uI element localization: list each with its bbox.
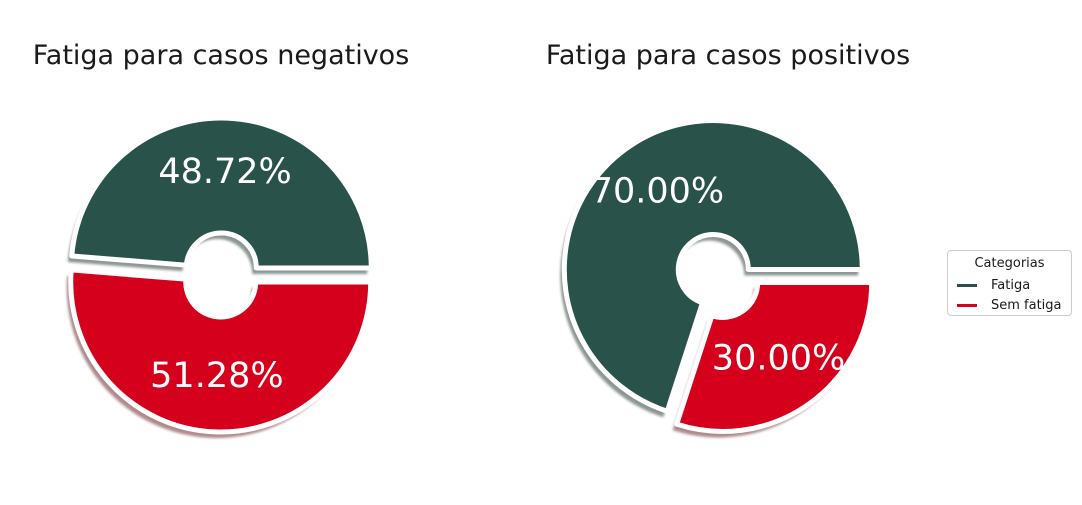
slice-label-sem-fatiga-negative: 51.28% [150,356,283,396]
chart-title-positive: Fatiga para casos positivos [546,40,910,71]
legend-swatch-sem-fatiga [957,303,977,307]
slice-fatiga-negative [69,115,374,271]
legend-item-sem-fatiga: Sem fatiga [957,297,1062,313]
legend-label-fatiga: Fatiga [991,277,1031,293]
slice-label-sem-fatiga-positive: 30.00% [712,338,845,378]
slice-label-fatiga-negative: 48.72% [158,152,291,192]
pie-chart-negative: Fatiga para casos negativos 48.72% 51.28… [33,40,410,438]
slice-fatiga-positive [561,118,865,414]
slice-label-fatiga-positive: 70.00% [591,172,724,212]
legend-item-fatiga: Fatiga [957,277,1030,293]
legend-label-sem-fatiga: Sem fatiga [991,297,1062,313]
pie-chart-positive: Fatiga para casos positivos 70.00% 30.00… [546,40,910,438]
chart-title-negative: Fatiga para casos negativos [33,40,410,71]
legend-swatch-fatiga [957,283,977,287]
legend: Categorias Fatiga Sem fatiga [947,250,1072,316]
slice-sem-fatiga-positive [674,279,875,434]
slice-sem-fatiga-negative [68,267,374,435]
legend-title: Categorias [974,256,1045,271]
